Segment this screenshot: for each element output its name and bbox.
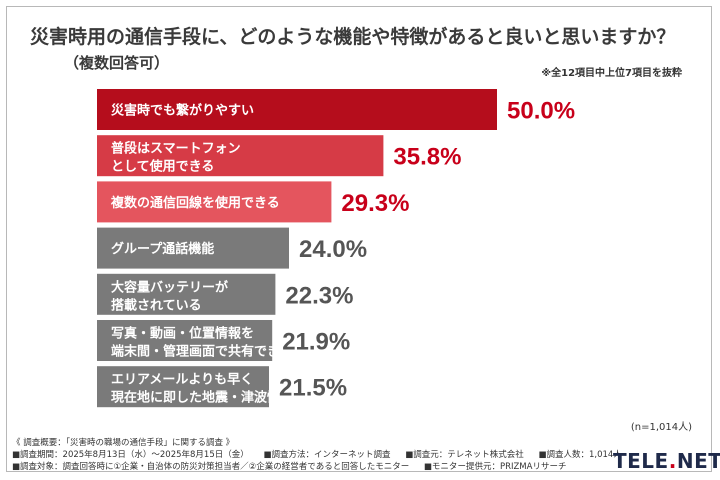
chart-title: 災害時用の通信手段に、どのような機能や特徴があると良いと思いますか？	[30, 26, 676, 48]
value-label-6: 21.9%	[282, 329, 350, 356]
category-label-3: 複数の通信回線を使用できる	[110, 195, 280, 211]
footer-source: ■調査元：テレネット株式会社	[405, 450, 524, 460]
chart-note: ※全12項目中上位7項目を抜粋	[541, 68, 682, 79]
footer-panel: ■モニター提供元：PRIZMAリサーチ	[423, 462, 567, 472]
category-label-7-line-2: 現在地に即した地震・津波情報が入る	[111, 390, 332, 406]
value-label-3: 29.3%	[341, 190, 409, 217]
bar-4	[97, 227, 289, 269]
category-label-4: グループ通話機能	[111, 241, 214, 257]
category-label-6-line-2: 端末間・管理画面で共有できる	[111, 344, 293, 360]
bar-5	[97, 273, 276, 315]
category-label-7-line-1: エリアメールよりも早く	[111, 373, 253, 388]
value-label-2: 35.8%	[393, 144, 461, 171]
survey-footer: 《 調査概要：「災害時の職場の通信手段」に関する調査 》 ■調査期間：2025年…	[12, 437, 622, 473]
bar-2	[97, 135, 384, 177]
category-label-5-line-2: 搭載されている	[111, 297, 202, 313]
chart-subtitle: （複数回答可）	[64, 54, 170, 72]
bar-7	[97, 366, 269, 408]
logo-text-a: TELE	[613, 449, 669, 473]
category-label-6-line-1: 写真・動画・位置情報を	[111, 326, 254, 342]
value-label-5: 22.3%	[285, 282, 353, 309]
category-label-2-line-2: として使用できる	[111, 159, 214, 175]
sample-size: (n=1,014人)	[630, 422, 692, 433]
footer-line-3: ■調査対象：調査回答時に①企業・自治体の防災対策担当者／②企業の経営者であると回…	[12, 461, 622, 473]
footer-target: ■調査対象：調査回答時に①企業・自治体の防災対策担当者／②企業の経営者であると回…	[12, 462, 410, 472]
telenet-logo: TELE.NET	[613, 449, 720, 473]
logo-text-b: NET	[676, 449, 720, 473]
bar-1	[97, 89, 497, 130]
footer-respondents: ■調査人数：1,014人	[538, 450, 622, 460]
value-label-1: 50.0%	[507, 98, 575, 125]
bar-3	[97, 181, 332, 223]
bar-6	[97, 320, 273, 361]
category-label-2-line-1: 普段はスマートフォン	[111, 141, 241, 157]
footer-period: ■調査期間：2025年8月13日（水）〜2025年8月15日（金）	[12, 450, 249, 460]
footer-line-2: ■調査期間：2025年8月13日（水）〜2025年8月15日（金） ■調査方法：…	[12, 449, 622, 461]
footer-title: 《 調査概要：「災害時の職場の通信手段」に関する調査 》	[12, 438, 235, 448]
figure-frame	[6, 6, 712, 472]
category-label-5-line-1: 大容量バッテリーが	[111, 279, 228, 295]
value-label-7: 21.5%	[279, 375, 347, 402]
value-label-4: 24.0%	[299, 236, 367, 263]
logo-dot: .	[668, 449, 677, 473]
category-label-1: 災害時でも繋がりやすい	[111, 103, 254, 119]
footer-method: ■調査方法：インターネット調査	[263, 450, 391, 460]
